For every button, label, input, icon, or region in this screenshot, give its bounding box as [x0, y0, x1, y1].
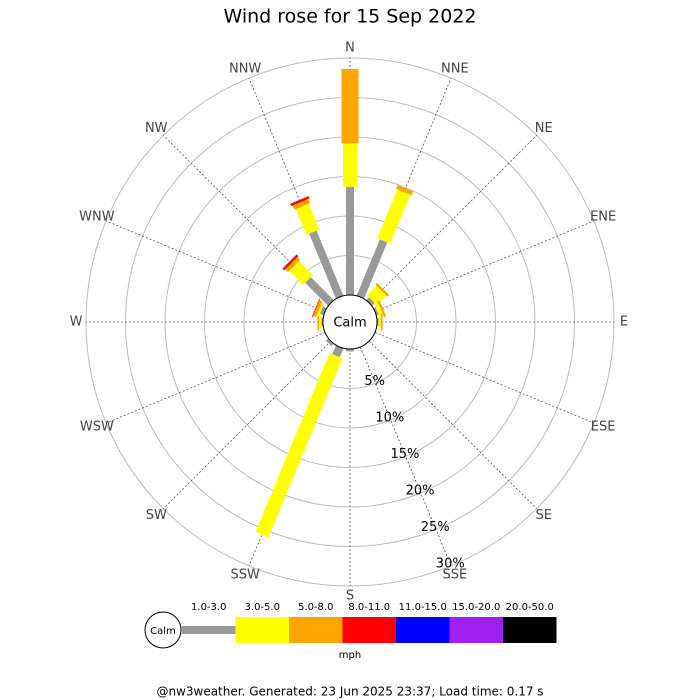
direction-label: SSW	[230, 568, 260, 583]
legend-swatch	[182, 626, 236, 634]
direction-label: NNW	[229, 61, 261, 76]
ring-label: 15%	[390, 447, 419, 462]
legend-swatch	[503, 617, 557, 643]
spoke	[163, 340, 332, 509]
bar-segment	[332, 345, 344, 358]
footer: @nw3weather. Generated: 23 Jun 2025 23:3…	[156, 685, 543, 699]
legend-label: 15.0-20.0	[452, 602, 500, 613]
bar-segment	[356, 239, 388, 299]
legend-label: 8.0-11.0	[348, 602, 390, 613]
chart-title: Wind rose for 15 Sep 2022	[223, 6, 476, 28]
spoke	[248, 77, 341, 298]
direction-label: NW	[145, 121, 168, 136]
direction-label: ENE	[590, 210, 616, 225]
direction-label: S	[346, 589, 354, 604]
bar-segment	[396, 185, 414, 196]
ring-label: 25%	[421, 520, 450, 535]
calm-label: Calm	[333, 316, 366, 331]
legend-label: 3.0-5.0	[245, 602, 280, 613]
bar-segment	[374, 302, 384, 318]
legend-swatch	[396, 617, 450, 643]
bar-segment	[377, 300, 387, 318]
bar-segment	[325, 338, 334, 347]
bar-segment	[305, 277, 334, 306]
legend-swatch	[342, 617, 396, 643]
legend-swatch	[449, 617, 503, 643]
ring-label: 20%	[406, 484, 435, 499]
direction-label: N	[345, 41, 355, 56]
spoke	[163, 135, 332, 304]
direction-label: SSE	[442, 568, 467, 583]
legend-calm-label: Calm	[150, 626, 176, 637]
spoke	[105, 331, 326, 424]
legend-swatch	[289, 617, 343, 643]
spoke	[105, 220, 326, 313]
spoke	[359, 346, 452, 567]
spoke	[374, 331, 595, 424]
direction-label: E	[620, 315, 628, 330]
legend-label: 11.0-15.0	[399, 602, 447, 613]
calm-circle	[322, 294, 378, 350]
bar-segment	[316, 302, 325, 317]
direction-label: WNW	[79, 210, 115, 225]
direction-label: NE	[535, 121, 553, 136]
bar-segment	[289, 261, 313, 285]
bar-segment	[285, 257, 301, 273]
bar-segment	[282, 254, 299, 271]
ring-label: 5%	[364, 374, 385, 389]
bar-segment	[295, 203, 320, 235]
spoke	[359, 77, 452, 298]
direction-label: NNE	[441, 61, 469, 76]
direction-label: SE	[536, 508, 552, 523]
bar-segment	[366, 285, 387, 306]
ring-label: 30%	[436, 557, 465, 572]
direction-label: SW	[146, 508, 167, 523]
bar-segment	[255, 353, 343, 538]
spoke	[368, 135, 537, 304]
bar-segment	[366, 297, 375, 306]
legend-label: 5.0-8.0	[298, 602, 333, 613]
bar-segment	[309, 230, 344, 299]
legend-label: 20.0-50.0	[506, 602, 554, 613]
bar-segment	[292, 198, 311, 210]
spoke	[374, 220, 595, 313]
legend-unit: mph	[339, 650, 361, 661]
direction-label: WSW	[80, 419, 114, 434]
legend-swatch	[235, 617, 289, 643]
bar-segment	[313, 300, 323, 318]
bar-segment	[375, 282, 390, 297]
bar-segment	[319, 306, 327, 316]
spoke	[368, 340, 537, 509]
legend-label: 1.0-3.0	[191, 602, 226, 613]
ring-label: 10%	[375, 411, 404, 426]
bar-segment	[290, 196, 310, 206]
direction-label: ESE	[591, 419, 616, 434]
direction-label: W	[70, 315, 83, 330]
legend-calm	[144, 611, 182, 649]
bar-segment	[377, 189, 411, 244]
